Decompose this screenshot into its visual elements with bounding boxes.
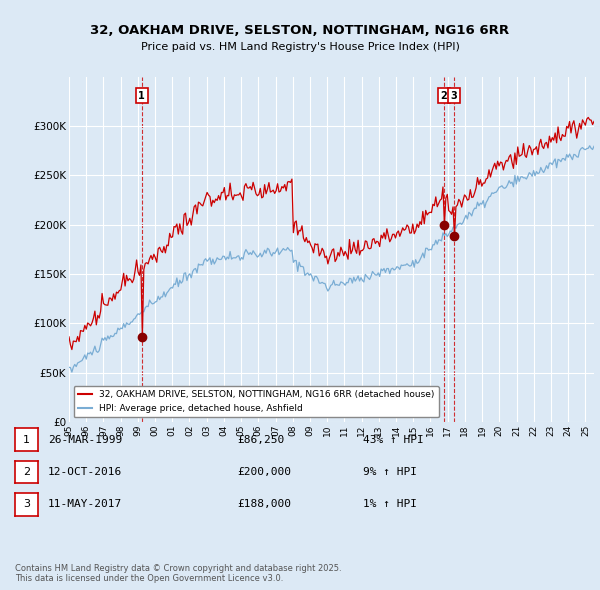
Text: £200,000: £200,000 bbox=[237, 467, 291, 477]
Text: 1: 1 bbox=[139, 90, 145, 100]
Text: 2: 2 bbox=[440, 90, 447, 100]
Text: 43% ↑ HPI: 43% ↑ HPI bbox=[363, 435, 424, 444]
Text: 9% ↑ HPI: 9% ↑ HPI bbox=[363, 467, 417, 477]
Text: £188,000: £188,000 bbox=[237, 500, 291, 509]
Text: 12-OCT-2016: 12-OCT-2016 bbox=[48, 467, 122, 477]
Text: 11-MAY-2017: 11-MAY-2017 bbox=[48, 500, 122, 509]
Text: 26-MAR-1999: 26-MAR-1999 bbox=[48, 435, 122, 444]
Text: Price paid vs. HM Land Registry's House Price Index (HPI): Price paid vs. HM Land Registry's House … bbox=[140, 42, 460, 52]
Text: Contains HM Land Registry data © Crown copyright and database right 2025.
This d: Contains HM Land Registry data © Crown c… bbox=[15, 563, 341, 583]
Text: 32, OAKHAM DRIVE, SELSTON, NOTTINGHAM, NG16 6RR: 32, OAKHAM DRIVE, SELSTON, NOTTINGHAM, N… bbox=[91, 24, 509, 37]
Text: £86,250: £86,250 bbox=[237, 435, 284, 444]
Text: 1% ↑ HPI: 1% ↑ HPI bbox=[363, 500, 417, 509]
Text: 3: 3 bbox=[23, 500, 30, 509]
Text: 1: 1 bbox=[23, 435, 30, 444]
Text: 3: 3 bbox=[451, 90, 457, 100]
Legend: 32, OAKHAM DRIVE, SELSTON, NOTTINGHAM, NG16 6RR (detached house), HPI: Average p: 32, OAKHAM DRIVE, SELSTON, NOTTINGHAM, N… bbox=[74, 386, 439, 417]
Text: 2: 2 bbox=[23, 467, 30, 477]
